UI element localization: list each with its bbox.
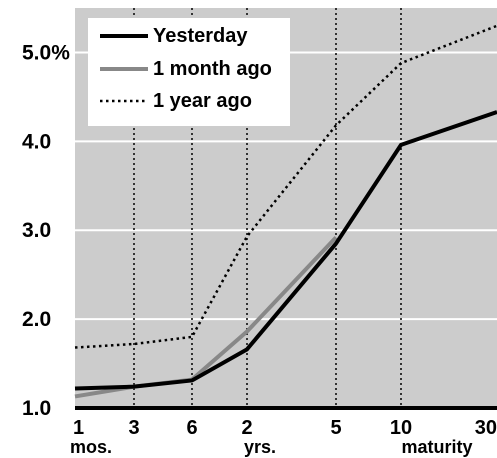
- y-tick-label: 3.0: [22, 219, 51, 242]
- x-sublabel: yrs.: [244, 437, 276, 457]
- series-line-yesterday: [74, 110, 497, 391]
- x-sublabel: mos.: [70, 437, 112, 457]
- x-tick-label: 30: [475, 417, 497, 439]
- y-tick-label: 5.0%: [22, 41, 70, 64]
- x-tick-label: 5: [330, 417, 341, 439]
- y-tick-label: 1.0: [22, 397, 51, 420]
- y-tick-label: 4.0: [22, 130, 51, 153]
- x-tick-label: 3: [128, 417, 139, 439]
- y-tick-labels: 1.0 2.0 3.0 4.0 5.0%: [22, 41, 70, 420]
- x-tick-label: 1: [73, 417, 84, 439]
- x-tick-label: 10: [390, 417, 412, 439]
- y-tick-label: 2.0: [22, 308, 51, 331]
- series-lines: [74, 24, 497, 399]
- x-sublabel: maturity: [401, 437, 472, 457]
- legend: Yesterday 1 month ago 1 year ago: [88, 18, 290, 126]
- x-tick-label: 6: [186, 417, 197, 439]
- legend-label: 1 month ago: [153, 58, 272, 80]
- series-line-1-year-ago: [74, 24, 497, 349]
- legend-label: Yesterday: [153, 25, 248, 47]
- x-tick-label: 2: [241, 417, 252, 439]
- legend-label: 1 year ago: [153, 90, 252, 112]
